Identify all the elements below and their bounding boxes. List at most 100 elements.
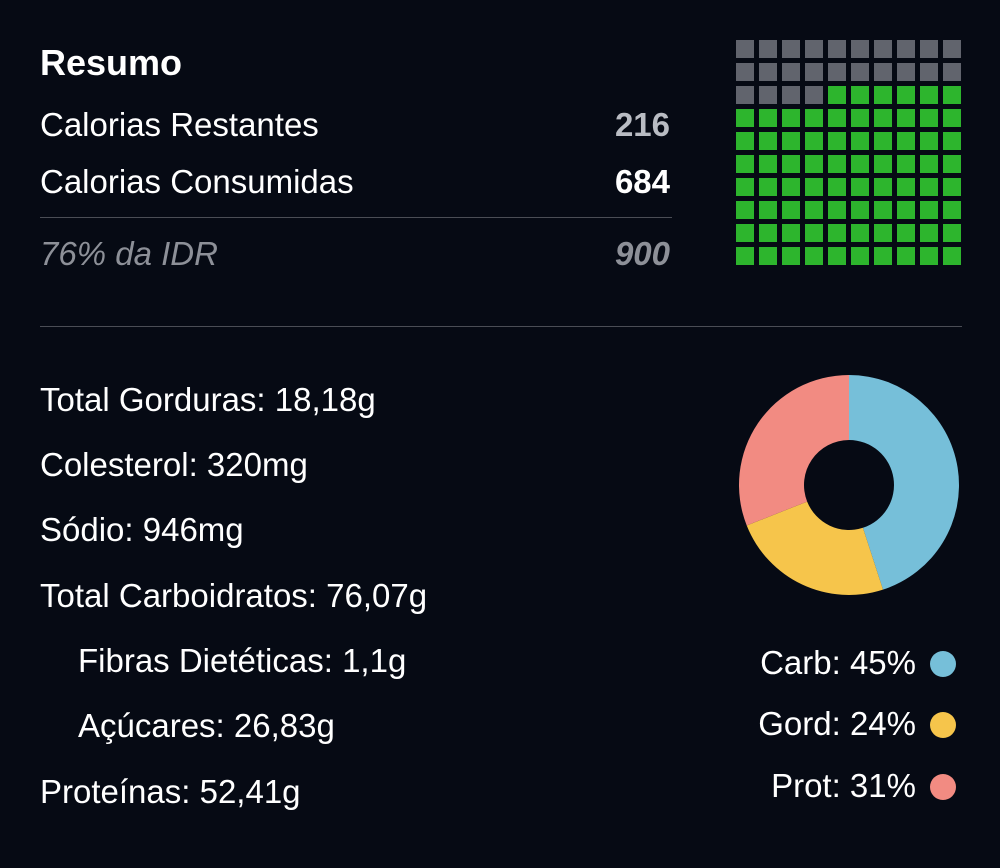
calories-consumed-value: 684 [614,163,670,200]
waffle-cell-filled [851,178,869,196]
waffle-cell-filled [782,155,800,173]
waffle-cell-empty [759,86,777,104]
waffle-cell-filled [828,178,846,196]
waffle-cell-empty [782,40,800,58]
waffle-cell-filled [897,178,915,196]
waffle-cell-empty [851,63,869,81]
waffle-cell-filled [920,224,938,242]
waffle-cell-empty [943,40,961,58]
waffle-cell-filled [828,86,846,104]
legend-protein-label: Prot: 31% [771,767,916,804]
legend-carb-label: Carb: 45% [760,644,916,681]
waffle-cell-filled [943,109,961,127]
waffle-cell-filled [943,224,961,242]
waffle-cell-filled [805,201,823,219]
waffle-cell-filled [897,247,915,265]
waffle-cell-empty [920,63,938,81]
nutrient-dietary-fiber: Fibras Dietéticas: 1,1g [78,642,407,679]
waffle-cell-filled [943,132,961,150]
nutrient-sugars: Açúcares: 26,83g [78,707,335,744]
waffle-cell-empty [782,86,800,104]
calorie-waffle-chart [736,40,963,267]
waffle-cell-filled [782,132,800,150]
waffle-cell-empty [828,40,846,58]
waffle-cell-filled [851,109,869,127]
waffle-cell-filled [851,86,869,104]
waffle-cell-filled [943,155,961,173]
waffle-cell-filled [782,178,800,196]
waffle-cell-filled [759,132,777,150]
waffle-cell-filled [736,201,754,219]
waffle-cell-filled [897,201,915,219]
waffle-cell-filled [805,178,823,196]
waffle-cell-empty [805,63,823,81]
nutrient-protein: Proteínas: 52,41g [40,773,301,810]
nutrient-total-carbs: Total Carboidratos: 76,07g [40,577,428,614]
waffle-cell-empty [736,86,754,104]
waffle-cell-filled [920,247,938,265]
legend-protein-dot [930,774,956,800]
waffle-cell-empty [897,63,915,81]
waffle-cell-filled [920,201,938,219]
waffle-cell-filled [828,109,846,127]
waffle-cell-filled [782,201,800,219]
waffle-cell-filled [943,201,961,219]
rdi-value: 900 [614,235,670,272]
calories-remaining-value: 216 [614,106,670,143]
waffle-cell-filled [736,178,754,196]
waffle-cell-filled [828,155,846,173]
macro-donut-chart [739,375,959,595]
waffle-cell-filled [759,109,777,127]
waffle-cell-filled [874,178,892,196]
legend-carb-dot [930,651,956,677]
waffle-cell-empty [851,40,869,58]
waffle-cell-empty [874,63,892,81]
waffle-cell-empty [736,63,754,81]
waffle-cell-filled [920,178,938,196]
waffle-cell-filled [897,155,915,173]
waffle-cell-empty [736,40,754,58]
waffle-cell-filled [943,86,961,104]
waffle-cell-empty [805,86,823,104]
waffle-cell-filled [805,247,823,265]
waffle-cell-filled [782,224,800,242]
donut-slice-fat [746,501,883,595]
waffle-cell-filled [736,224,754,242]
calories-remaining-label: Calorias Restantes [40,106,319,143]
donut-slice-protein [739,375,849,526]
waffle-cell-filled [920,86,938,104]
summary-divider [40,217,672,218]
waffle-cell-filled [828,224,846,242]
section-divider [40,326,962,327]
waffle-cell-empty [759,63,777,81]
waffle-cell-filled [759,155,777,173]
legend-fat-label: Gord: 24% [758,705,916,742]
waffle-cell-filled [759,224,777,242]
waffle-cell-filled [851,132,869,150]
waffle-cell-filled [828,201,846,219]
waffle-cell-filled [874,132,892,150]
waffle-cell-empty [897,40,915,58]
waffle-cell-empty [759,40,777,58]
rdi-percent-label: 76% da IDR [40,235,218,272]
waffle-cell-filled [874,247,892,265]
waffle-cell-filled [736,155,754,173]
waffle-cell-filled [759,201,777,219]
nutrient-total-fat: Total Gorduras: 18,18g [40,381,376,418]
waffle-cell-empty [828,63,846,81]
waffle-cell-filled [897,132,915,150]
waffle-cell-empty [874,40,892,58]
calories-consumed-label: Calorias Consumidas [40,163,354,200]
waffle-cell-filled [805,109,823,127]
waffle-cell-filled [782,109,800,127]
waffle-cell-filled [736,109,754,127]
waffle-cell-filled [759,247,777,265]
waffle-cell-empty [805,40,823,58]
waffle-cell-filled [897,109,915,127]
waffle-cell-filled [782,247,800,265]
waffle-cell-filled [851,155,869,173]
waffle-cell-empty [920,40,938,58]
waffle-cell-filled [805,155,823,173]
waffle-cell-filled [920,155,938,173]
summary-title: Resumo [40,42,183,83]
